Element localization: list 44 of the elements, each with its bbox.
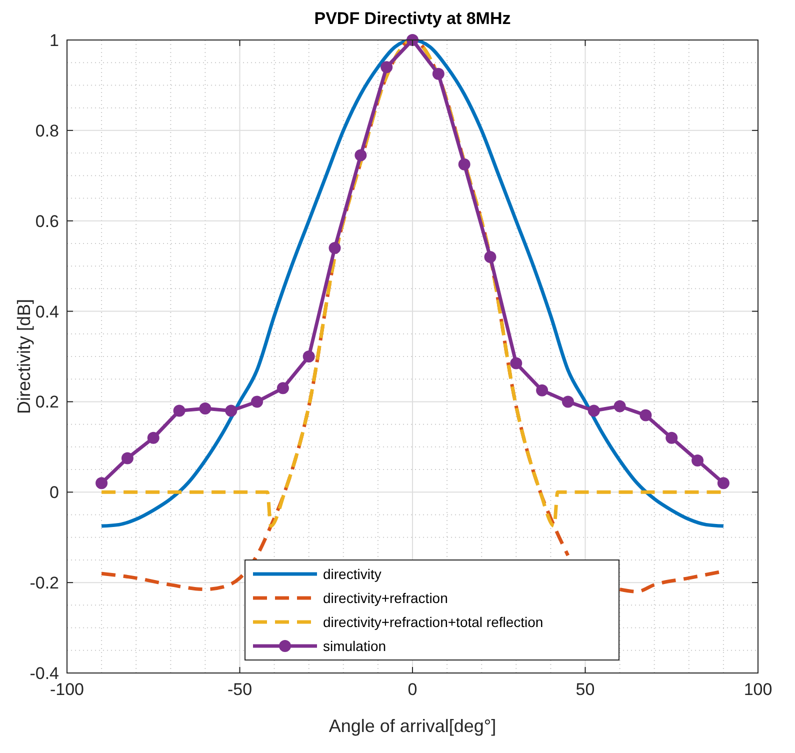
point [640,409,652,422]
x-tick-label: 0 [408,680,418,699]
y-tick-label: 0.2 [35,392,59,412]
x-tick-label: 100 [744,680,772,699]
point [562,396,574,408]
y-axis-title: Directivity [dB] [14,298,34,414]
point [354,149,367,162]
point [173,404,186,417]
legend-label: directivity+refraction+total reflection [323,614,544,630]
point [225,404,238,417]
x-tick-label: -100 [50,680,84,699]
point [302,350,315,362]
point [588,404,600,417]
point [96,477,108,490]
point [121,452,134,464]
point [536,384,548,396]
x-axis-title: Angle of arrival[deg°] [328,716,496,736]
x-tick-label: -50 [227,680,252,699]
y-tick-label: -0.4 [30,664,59,683]
y-tick-label: 0.6 [35,212,59,231]
y-tick-label: 0 [50,483,59,502]
legend-label: directivity [323,566,382,582]
point [614,400,626,412]
chart-title: PVDF Directivty at 8MHz [314,9,511,28]
point [458,158,470,170]
point [432,68,444,80]
point [276,382,289,394]
y-tick-label: 1 [50,31,59,50]
point [484,251,496,264]
point [380,61,393,74]
y-tick-label: -0.2 [30,574,59,593]
legend-label: simulation [323,638,386,654]
y-tick-label: 0.8 [35,121,59,140]
point [666,432,678,444]
point [328,242,341,254]
point [251,396,264,408]
point [717,477,730,490]
point [510,357,522,370]
point [199,402,212,414]
y-tick-label: 0.4 [35,302,59,322]
x-tick-label: 50 [576,680,595,699]
point [147,432,160,444]
legend-label: directivity+refraction [323,590,448,606]
point [692,454,704,466]
